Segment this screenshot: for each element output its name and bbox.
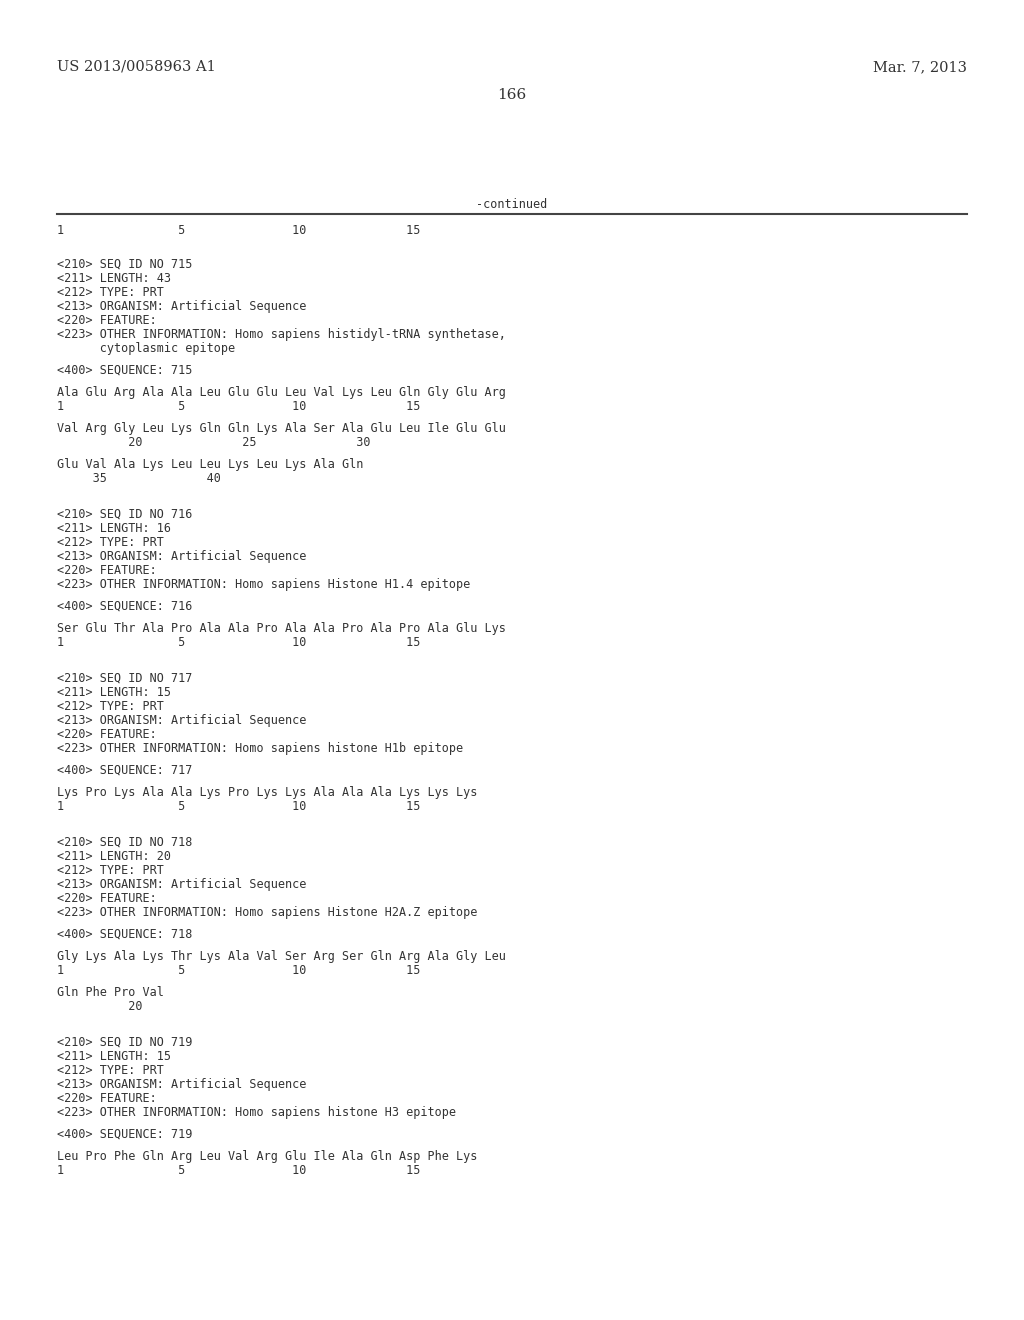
Text: 1                5               10              15: 1 5 10 15	[57, 964, 421, 977]
Text: Leu Pro Phe Gln Arg Leu Val Arg Glu Ile Ala Gln Asp Phe Lys: Leu Pro Phe Gln Arg Leu Val Arg Glu Ile …	[57, 1150, 477, 1163]
Text: 20: 20	[57, 1001, 142, 1012]
Text: <211> LENGTH: 16: <211> LENGTH: 16	[57, 521, 171, 535]
Text: <211> LENGTH: 15: <211> LENGTH: 15	[57, 1049, 171, 1063]
Text: <220> FEATURE:: <220> FEATURE:	[57, 314, 157, 327]
Text: <212> TYPE: PRT: <212> TYPE: PRT	[57, 1064, 164, 1077]
Text: <210> SEQ ID NO 715: <210> SEQ ID NO 715	[57, 257, 193, 271]
Text: <210> SEQ ID NO 719: <210> SEQ ID NO 719	[57, 1036, 193, 1049]
Text: <223> OTHER INFORMATION: Homo sapiens histone H1b epitope: <223> OTHER INFORMATION: Homo sapiens hi…	[57, 742, 463, 755]
Text: Lys Pro Lys Ala Ala Lys Pro Lys Lys Ala Ala Ala Lys Lys Lys: Lys Pro Lys Ala Ala Lys Pro Lys Lys Ala …	[57, 785, 477, 799]
Text: cytoplasmic epitope: cytoplasmic epitope	[57, 342, 236, 355]
Text: <220> FEATURE:: <220> FEATURE:	[57, 892, 157, 906]
Text: <223> OTHER INFORMATION: Homo sapiens histone H3 epitope: <223> OTHER INFORMATION: Homo sapiens hi…	[57, 1106, 456, 1119]
Text: <400> SEQUENCE: 719: <400> SEQUENCE: 719	[57, 1129, 193, 1140]
Text: <400> SEQUENCE: 716: <400> SEQUENCE: 716	[57, 601, 193, 612]
Text: 1                5               10              15: 1 5 10 15	[57, 400, 421, 413]
Text: <400> SEQUENCE: 717: <400> SEQUENCE: 717	[57, 764, 193, 777]
Text: Ser Glu Thr Ala Pro Ala Ala Pro Ala Ala Pro Ala Pro Ala Glu Lys: Ser Glu Thr Ala Pro Ala Ala Pro Ala Ala …	[57, 622, 506, 635]
Text: 1                5               10              15: 1 5 10 15	[57, 1164, 421, 1177]
Text: <223> OTHER INFORMATION: Homo sapiens Histone H2A.Z epitope: <223> OTHER INFORMATION: Homo sapiens Hi…	[57, 906, 477, 919]
Text: <211> LENGTH: 15: <211> LENGTH: 15	[57, 686, 171, 700]
Text: <210> SEQ ID NO 717: <210> SEQ ID NO 717	[57, 672, 193, 685]
Text: 20              25              30: 20 25 30	[57, 436, 371, 449]
Text: <212> TYPE: PRT: <212> TYPE: PRT	[57, 700, 164, 713]
Text: <213> ORGANISM: Artificial Sequence: <213> ORGANISM: Artificial Sequence	[57, 878, 306, 891]
Text: <213> ORGANISM: Artificial Sequence: <213> ORGANISM: Artificial Sequence	[57, 550, 306, 564]
Text: <400> SEQUENCE: 715: <400> SEQUENCE: 715	[57, 364, 193, 378]
Text: <223> OTHER INFORMATION: Homo sapiens Histone H1.4 epitope: <223> OTHER INFORMATION: Homo sapiens Hi…	[57, 578, 470, 591]
Text: Glu Val Ala Lys Leu Leu Lys Leu Lys Ala Gln: Glu Val Ala Lys Leu Leu Lys Leu Lys Ala …	[57, 458, 364, 471]
Text: <220> FEATURE:: <220> FEATURE:	[57, 564, 157, 577]
Text: <213> ORGANISM: Artificial Sequence: <213> ORGANISM: Artificial Sequence	[57, 1078, 306, 1092]
Text: Mar. 7, 2013: Mar. 7, 2013	[873, 59, 967, 74]
Text: <220> FEATURE:: <220> FEATURE:	[57, 729, 157, 741]
Text: <210> SEQ ID NO 718: <210> SEQ ID NO 718	[57, 836, 193, 849]
Text: Gln Phe Pro Val: Gln Phe Pro Val	[57, 986, 164, 999]
Text: <212> TYPE: PRT: <212> TYPE: PRT	[57, 286, 164, 300]
Text: <223> OTHER INFORMATION: Homo sapiens histidyl-tRNA synthetase,: <223> OTHER INFORMATION: Homo sapiens hi…	[57, 327, 506, 341]
Text: 1                5               10              15: 1 5 10 15	[57, 636, 421, 649]
Text: <210> SEQ ID NO 716: <210> SEQ ID NO 716	[57, 508, 193, 521]
Text: Gly Lys Ala Lys Thr Lys Ala Val Ser Arg Ser Gln Arg Ala Gly Leu: Gly Lys Ala Lys Thr Lys Ala Val Ser Arg …	[57, 950, 506, 964]
Text: Val Arg Gly Leu Lys Gln Gln Lys Ala Ser Ala Glu Leu Ile Glu Glu: Val Arg Gly Leu Lys Gln Gln Lys Ala Ser …	[57, 422, 506, 436]
Text: <213> ORGANISM: Artificial Sequence: <213> ORGANISM: Artificial Sequence	[57, 300, 306, 313]
Text: US 2013/0058963 A1: US 2013/0058963 A1	[57, 59, 216, 74]
Text: <211> LENGTH: 43: <211> LENGTH: 43	[57, 272, 171, 285]
Text: <220> FEATURE:: <220> FEATURE:	[57, 1092, 157, 1105]
Text: 35              40: 35 40	[57, 473, 221, 484]
Text: -continued: -continued	[476, 198, 548, 211]
Text: 1                5               10              15: 1 5 10 15	[57, 800, 421, 813]
Text: 1                5               10              15: 1 5 10 15	[57, 224, 421, 238]
Text: 166: 166	[498, 88, 526, 102]
Text: <212> TYPE: PRT: <212> TYPE: PRT	[57, 536, 164, 549]
Text: <211> LENGTH: 20: <211> LENGTH: 20	[57, 850, 171, 863]
Text: <212> TYPE: PRT: <212> TYPE: PRT	[57, 865, 164, 876]
Text: Ala Glu Arg Ala Ala Leu Glu Glu Leu Val Lys Leu Gln Gly Glu Arg: Ala Glu Arg Ala Ala Leu Glu Glu Leu Val …	[57, 385, 506, 399]
Text: <400> SEQUENCE: 718: <400> SEQUENCE: 718	[57, 928, 193, 941]
Text: <213> ORGANISM: Artificial Sequence: <213> ORGANISM: Artificial Sequence	[57, 714, 306, 727]
